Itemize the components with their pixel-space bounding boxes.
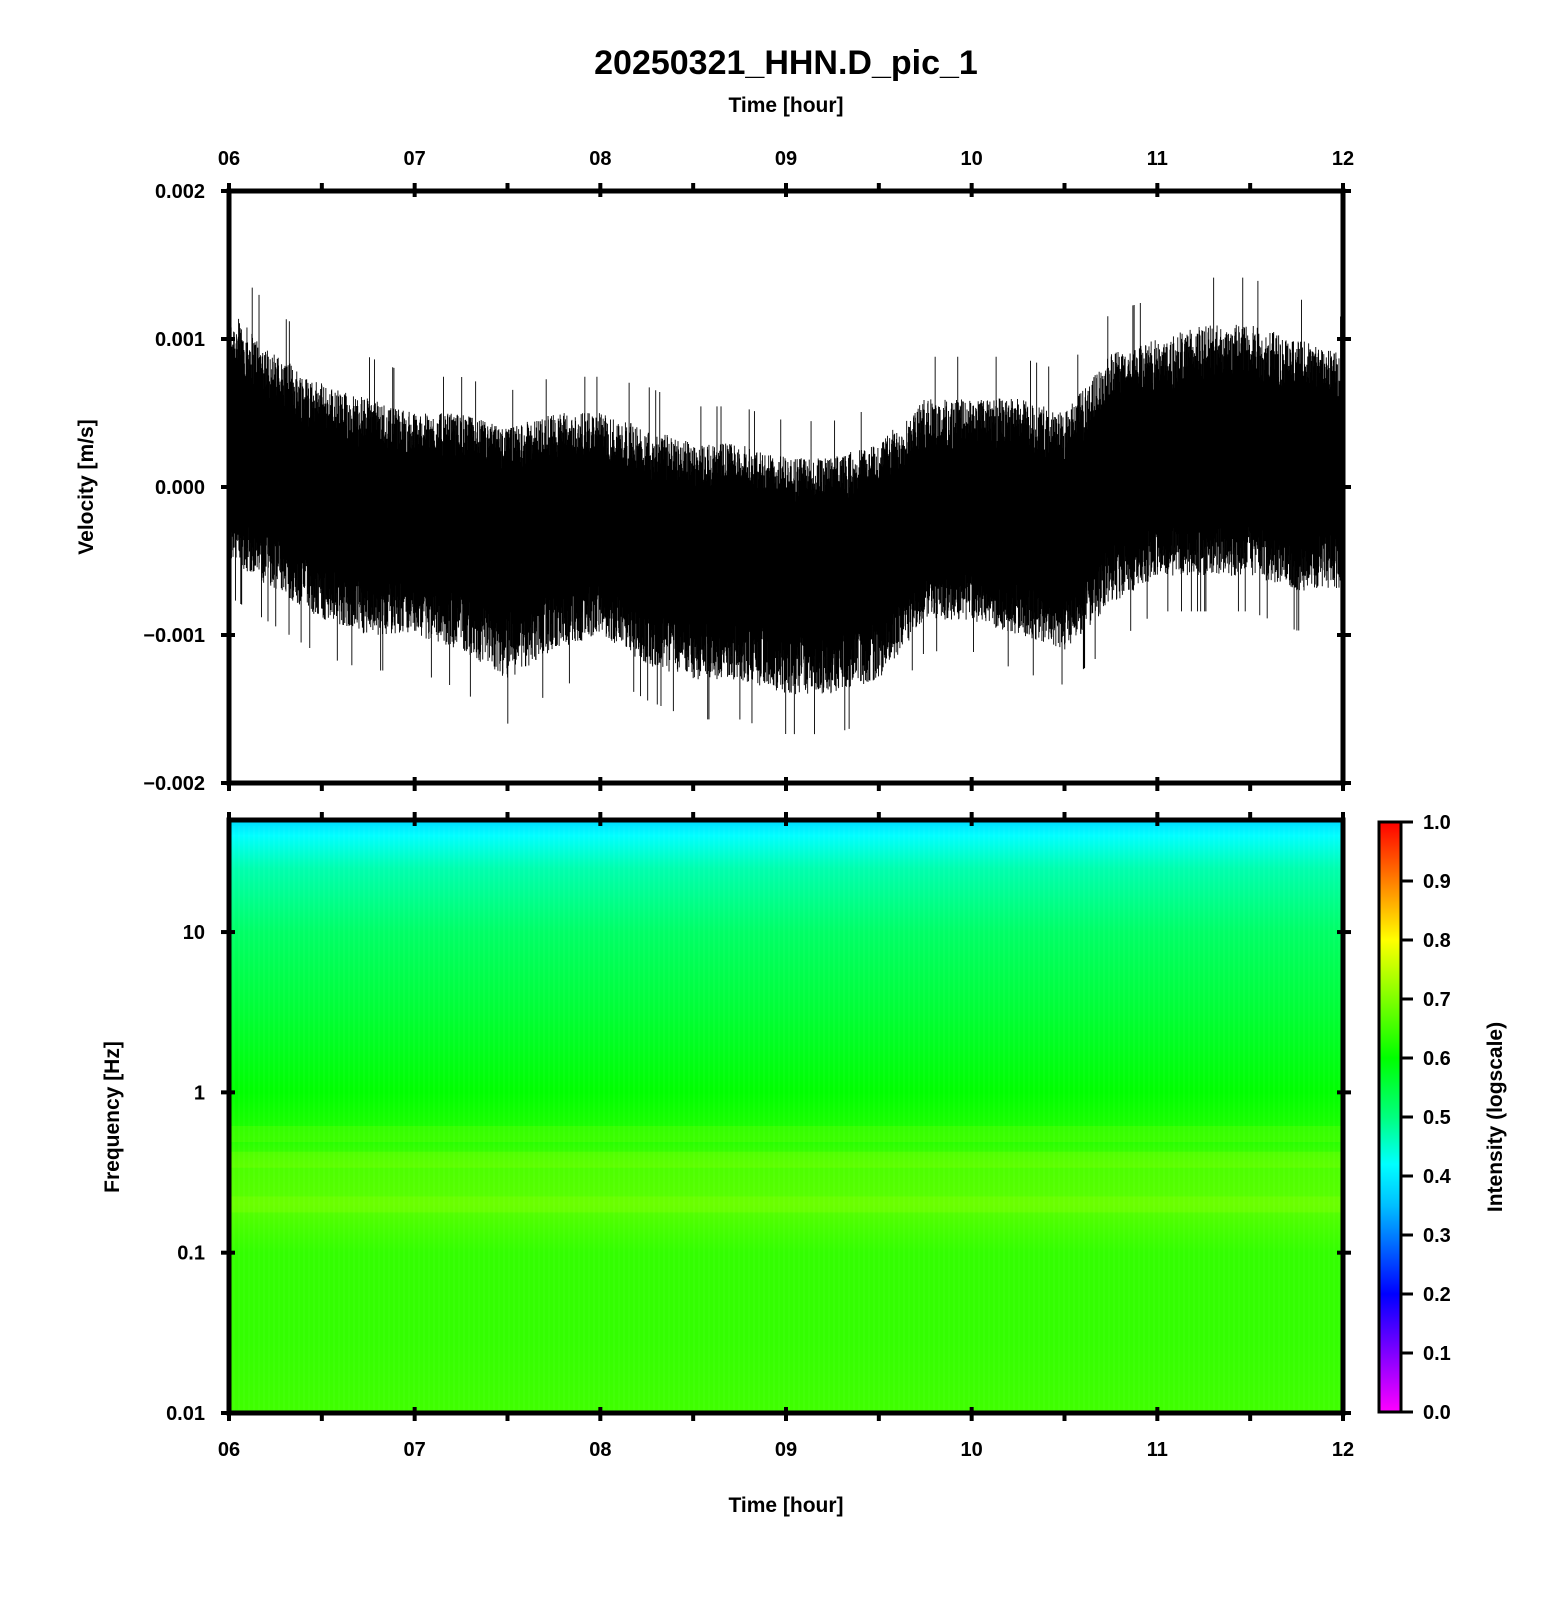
spectrogram-y-tick-label: 10: [183, 922, 205, 944]
spectrogram-y-ticks: 10 1 0.1 0.01: [166, 922, 1351, 1425]
waveform-top-x-ticks: 06 07 08 09 10 11 12: [218, 148, 1354, 791]
colorbar-tick-label: 0.8: [1423, 930, 1451, 952]
spectrogram-x-ticks: 06 07 08 09 10 11 12: [218, 812, 1354, 1461]
spectrogram-plot-area: [228, 820, 1343, 1413]
waveform-y-tick-label: −0.001: [143, 625, 205, 647]
waveform-y-ticks: 0.002 0.001 0.000 −0.001 −0.002: [143, 181, 1351, 795]
colorbar-tick-label: 0.9: [1423, 871, 1451, 893]
spectrogram-x-axis-label: Time [hour]: [728, 1494, 843, 1517]
spectrogram-panel: 06 07 08 09 10 11 12 10 1 0.1 0.01 Frequency [Hz]…: [101, 812, 1354, 1517]
waveform-y-tick-label: −0.002: [143, 773, 205, 795]
waveform-top-x-tick-label: 07: [404, 148, 426, 170]
waveform-panel: Time [hour] 06 07 08 09 10 11 12 0.0020.0010.0…: [75, 94, 1354, 795]
spectrogram-y-tick-label: 0.1: [177, 1243, 205, 1265]
spectrogram-x-tick-label: 11: [1147, 1439, 1168, 1461]
spectrogram-y-tick-label: 0.01: [166, 1403, 205, 1425]
waveform-y-axis-label: Velocity [m/s]: [75, 419, 98, 554]
colorbar-tick-label: 0.5: [1423, 1107, 1451, 1129]
colorbar-tick-label: 0.7: [1423, 989, 1451, 1011]
colorbar-tick-label: 0.4: [1423, 1166, 1452, 1188]
waveform-top-x-tick-label: 12: [1332, 148, 1354, 170]
waveform-top-x-tick-label: 11: [1147, 148, 1168, 170]
colorbar-tick-label: 1.0: [1423, 812, 1451, 834]
colorbar-tick-label: 0.3: [1423, 1225, 1451, 1247]
colorbar-tick-label: 0.0: [1423, 1402, 1451, 1424]
chart-title: 20250321_HHN.D_pic_1: [594, 44, 978, 82]
spectrogram-band: [229, 1125, 1343, 1142]
spectrogram-x-tick-label: 10: [961, 1439, 983, 1461]
spectrogram-x-tick-label: 06: [218, 1439, 240, 1461]
colorbar-ticks: 1.0 0.9 0.8 0.7 0.6 0.5 0.4 0.3 0.2 0.1 0.0: [1401, 812, 1452, 1424]
spectrogram-y-tick-label: 1: [194, 1082, 205, 1104]
spectrogram-heatmap: [229, 820, 1343, 1413]
colorbar-label: Intensity (logscale): [1484, 1022, 1507, 1212]
spectrogram-band: [229, 1151, 1343, 1168]
waveform-top-x-tick-label: 08: [589, 148, 611, 170]
spectrogram-x-tick-label: 09: [775, 1439, 797, 1461]
waveform-plot-area: [229, 263, 1343, 735]
colorbar-tick-label: 0.1: [1423, 1343, 1451, 1365]
waveform-y-tick-label: 0.001: [155, 329, 205, 351]
spectrogram-band: [229, 1196, 1343, 1213]
colorbar-tick-label: 0.6: [1423, 1048, 1451, 1070]
colorbar-tick-label: 0.2: [1423, 1284, 1451, 1306]
waveform-top-x-tick-label: 10: [961, 148, 983, 170]
colorbar: 1.0 0.9 0.8 0.7 0.6 0.5 0.4 0.3 0.2 0.1 0.0 Intens…: [1377, 812, 1507, 1424]
spectrogram-x-tick-label: 07: [404, 1439, 426, 1461]
velocity-core: [229, 376, 1343, 628]
spectrogram-y-axis-label: Frequency [Hz]: [101, 1041, 124, 1193]
waveform-y-tick-label: 0.002: [155, 181, 205, 203]
spectrogram-x-tick-label: 08: [589, 1439, 611, 1461]
waveform-y-tick-label: 0.000: [155, 477, 205, 499]
colorbar-gradient: [1377, 820, 1403, 1414]
spectrogram-x-tick-label: 12: [1332, 1439, 1354, 1461]
waveform-top-x-tick-label: 06: [218, 148, 240, 170]
waveform-top-x-axis-label: Time [hour]: [728, 94, 843, 117]
waveform-top-x-tick-label: 09: [775, 148, 797, 170]
